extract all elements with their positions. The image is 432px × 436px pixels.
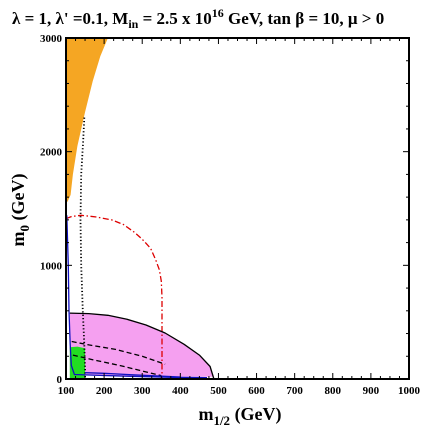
x-axis-title: m1/2 (GeV) bbox=[198, 404, 281, 428]
title-part-3: GeV, tan β = 10, μ > 0 bbox=[224, 9, 384, 28]
black-dotted-line bbox=[79, 117, 86, 379]
x-tick-label: 300 bbox=[134, 385, 151, 397]
y-tick-label: 0 bbox=[57, 374, 63, 386]
x-tick-label: 400 bbox=[172, 385, 189, 397]
y-tick-label: 1000 bbox=[40, 260, 63, 272]
y-axis-title-main: m bbox=[8, 231, 28, 246]
title-min-subscript: in bbox=[128, 17, 138, 31]
x-tick-label: 900 bbox=[363, 385, 380, 397]
orange-region bbox=[66, 38, 108, 202]
x-tick-label: 800 bbox=[325, 385, 342, 397]
x-tick-label: 700 bbox=[286, 385, 303, 397]
x-tick-label: 600 bbox=[248, 385, 265, 397]
red-dash-dot-line bbox=[65, 214, 163, 379]
title-part-2: = 2.5 x 10 bbox=[138, 9, 211, 28]
x-axis-title-main: m bbox=[198, 404, 213, 424]
x-tick-label: 1000 bbox=[398, 385, 421, 397]
plot-area: 100 200 300 400 500 600 700 800 900 1000 0 1000 2000… bbox=[40, 33, 421, 397]
y-axis-title-subscript: 0 bbox=[17, 225, 32, 232]
chart-title: λ = 1, λ' =0.1, Min = 2.5 x 1016 GeV, ta… bbox=[12, 6, 384, 31]
y-tick-label: 2000 bbox=[40, 147, 63, 159]
x-tick-label: 100 bbox=[58, 385, 75, 397]
x-axis-title-unit: (GeV) bbox=[230, 404, 281, 425]
y-axis-title: m0 (GeV) bbox=[8, 174, 32, 247]
y-axis-title-unit: (GeV) bbox=[8, 174, 29, 225]
title-exponent: 16 bbox=[212, 6, 224, 20]
y-tick-label: 3000 bbox=[40, 33, 63, 45]
black-boundary-line bbox=[69, 312, 215, 380]
black-dashed-line bbox=[71, 340, 166, 365]
title-part-1: λ = 1, λ' =0.1, M bbox=[12, 9, 128, 28]
x-tick-label: 500 bbox=[210, 385, 227, 397]
x-tick-label: 200 bbox=[96, 385, 113, 397]
pink-region bbox=[69, 313, 214, 377]
x-axis-title-subscript: 1/2 bbox=[213, 413, 230, 428]
blue-line bbox=[85, 372, 181, 378]
